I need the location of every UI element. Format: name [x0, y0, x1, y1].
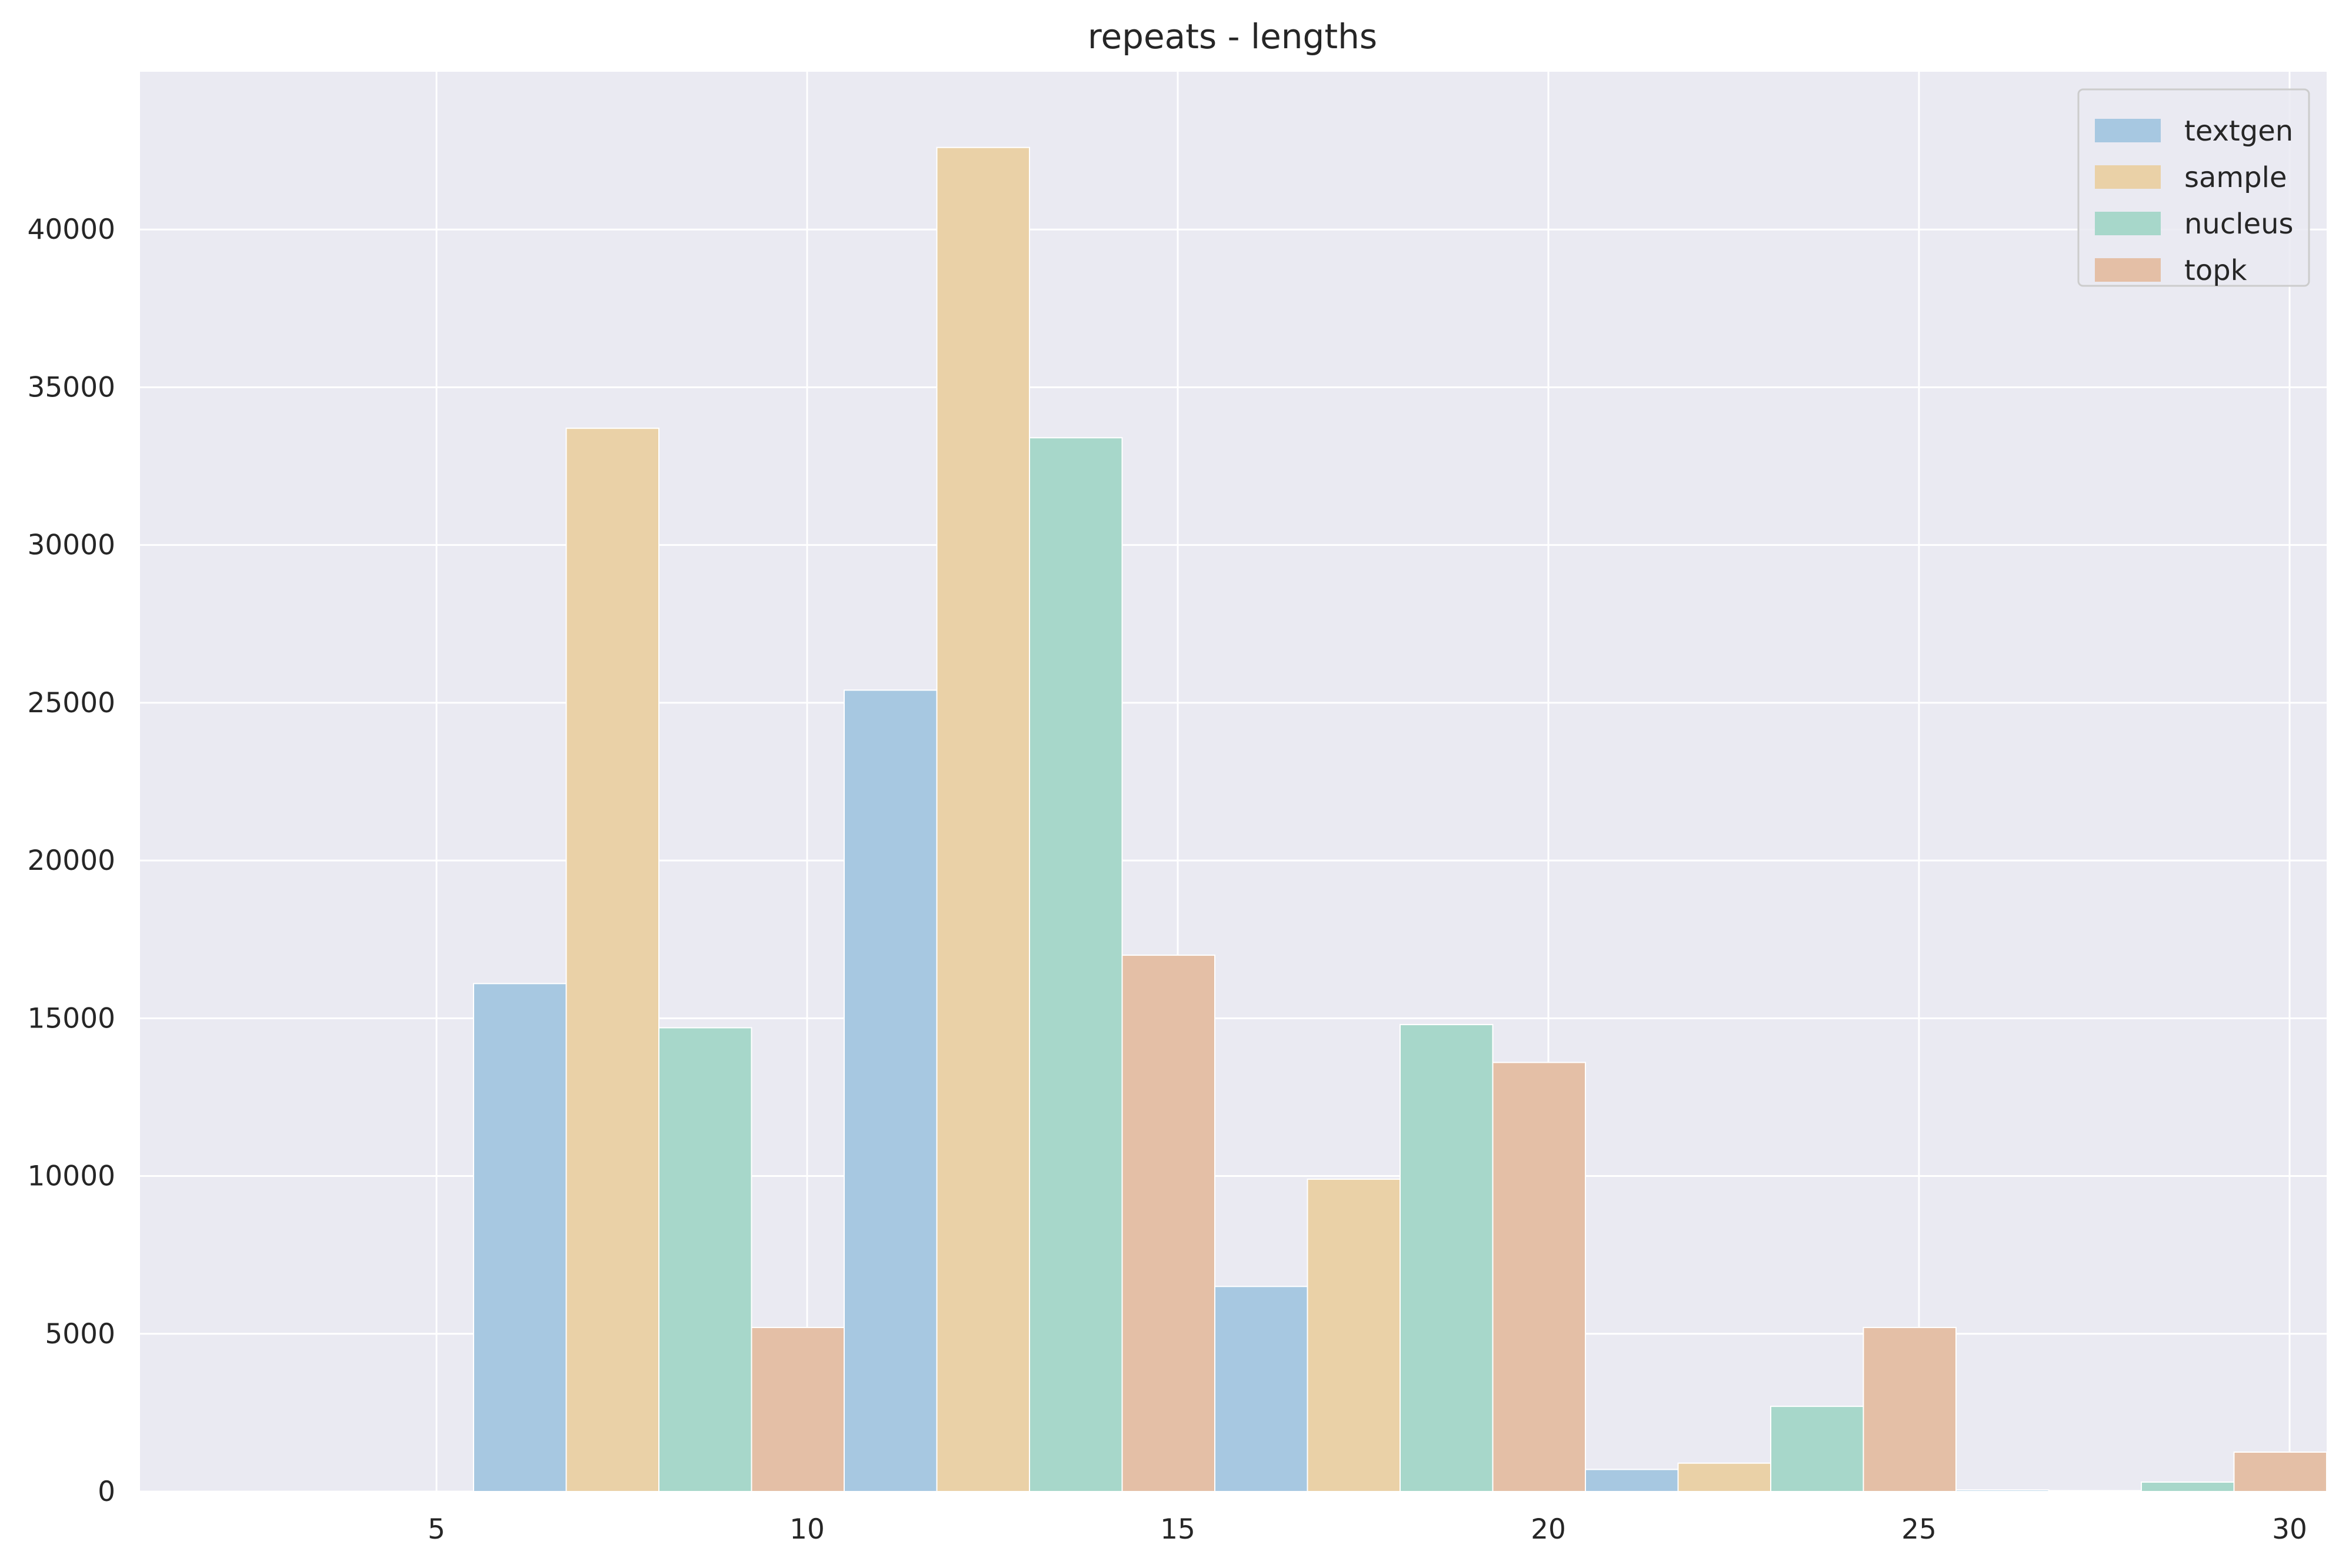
x-tick-label: 5	[428, 1513, 445, 1546]
y-tick-label: 30000	[27, 529, 115, 562]
bar-sample	[936, 146, 1030, 1493]
legend-label-sample: sample	[2184, 161, 2287, 194]
bar-textgen	[473, 983, 567, 1492]
bar-sample	[1677, 1462, 1771, 1492]
bar-nucleus	[658, 1027, 752, 1492]
legend-swatch-sample	[2095, 165, 2161, 189]
bar-topk	[1862, 1327, 1957, 1492]
bar-nucleus	[1029, 437, 1123, 1493]
bar-nucleus	[2141, 1481, 2235, 1493]
y-tick-label: 35000	[27, 371, 115, 403]
legend-label-textgen: textgen	[2184, 115, 2293, 148]
y-tick-label: 40000	[27, 213, 115, 246]
bar-topk	[1121, 955, 1215, 1492]
x-tick-label: 30	[2272, 1513, 2307, 1546]
bar-sample	[1307, 1178, 1401, 1493]
bar-topk	[1492, 1062, 1586, 1492]
chart-title: repeats - lengths	[1088, 16, 1377, 56]
y-axis: 0 5000 10000 15000 20000 25000 30000 35000 40000	[27, 213, 115, 1508]
legend-swatch-topk	[2095, 258, 2161, 282]
legend-label-topk: topk	[2184, 254, 2247, 287]
bar-topk	[2233, 1451, 2327, 1492]
y-tick-label: 15000	[27, 1002, 115, 1035]
x-tick-label: 20	[1531, 1513, 1566, 1546]
x-tick-label: 25	[1901, 1513, 1937, 1546]
y-tick-label: 0	[98, 1476, 115, 1508]
bar-nucleus	[1770, 1406, 1864, 1492]
bar-sample	[2048, 1490, 2142, 1492]
x-axis: 5 10 15 20 25 30	[428, 1513, 2307, 1546]
x-tick-label: 15	[1160, 1513, 1195, 1546]
legend-swatch-textgen	[2095, 119, 2161, 142]
x-tick-label: 10	[789, 1513, 825, 1546]
legend-label-nucleus: nucleus	[2184, 208, 2294, 241]
bar-textgen	[1955, 1489, 2050, 1493]
y-tick-label: 5000	[45, 1318, 115, 1350]
bar-textgen	[1214, 1286, 1308, 1492]
legend: textgen sample nucleus topk	[2077, 88, 2310, 287]
bars	[473, 146, 2327, 1493]
legend-swatch-nucleus	[2095, 212, 2161, 235]
bar-textgen	[1585, 1469, 1679, 1493]
y-tick-label: 25000	[27, 687, 115, 719]
bar-nucleus	[1400, 1024, 1494, 1493]
bar-textgen	[844, 689, 938, 1492]
bar-sample	[565, 428, 659, 1492]
y-tick-label: 10000	[27, 1160, 115, 1193]
plot-area	[140, 72, 2327, 1492]
y-tick-label: 20000	[27, 845, 115, 877]
bar-topk	[751, 1327, 845, 1492]
